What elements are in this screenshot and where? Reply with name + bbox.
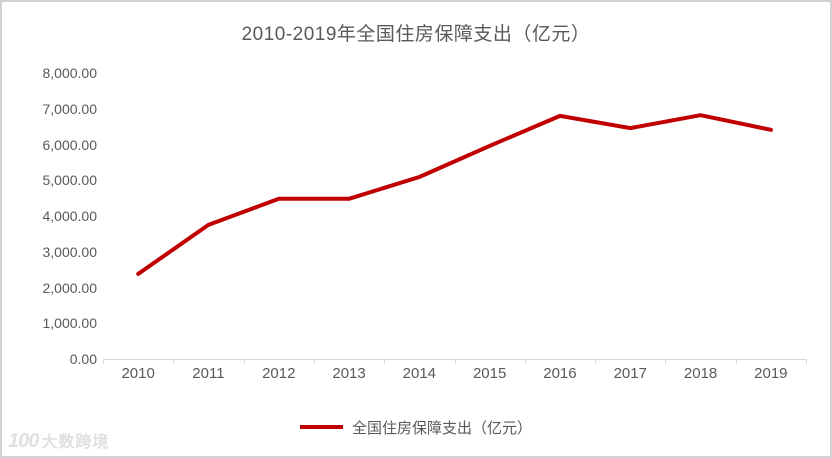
x-axis-tick-mark xyxy=(806,359,807,364)
x-tick-label: 2013 xyxy=(332,365,366,382)
x-tick-label: 2015 xyxy=(472,365,507,382)
watermark-text: 大数跨境 xyxy=(41,434,110,451)
y-tick-label: 1,000.00 xyxy=(42,315,98,332)
x-axis-tick-mark xyxy=(665,359,667,364)
x-axis-tick-mark xyxy=(384,359,386,364)
y-tick-label: 2,000.00 xyxy=(42,279,98,296)
legend-line-swatch xyxy=(299,425,343,429)
watermark-logo-icon: 100 xyxy=(8,430,39,452)
y-tick-label: 4,000.00 xyxy=(42,208,98,224)
x-tick-label: 2017 xyxy=(613,365,647,382)
y-tick-label: 7,000.00 xyxy=(42,100,98,117)
y-tick-label: 0.00 xyxy=(69,351,97,367)
x-axis-tick-mark xyxy=(173,359,175,364)
x-tick-label: 2014 xyxy=(402,365,437,382)
x-axis-tick-mark xyxy=(735,359,737,364)
x-tick-label: 2016 xyxy=(543,365,577,382)
y-tick-label: 6,000.00 xyxy=(42,136,98,153)
x-tick-label: 2010 xyxy=(121,365,155,382)
y-tick-label: 8,000.00 xyxy=(42,65,98,81)
legend-label: 全国住房保障支出（亿元） xyxy=(351,419,532,437)
x-axis-tick-mark xyxy=(454,359,456,364)
y-tick-label: 3,000.00 xyxy=(42,243,98,260)
x-axis-tick-mark xyxy=(103,359,104,364)
x-tick-label: 2018 xyxy=(683,365,718,382)
x-tick-label: 2019 xyxy=(754,365,788,382)
x-tick-label: 2012 xyxy=(262,365,296,382)
x-axis-tick-mark xyxy=(595,359,597,364)
x-axis-tick-mark xyxy=(243,359,245,364)
y-tick-label: 5,000.00 xyxy=(42,172,98,189)
x-axis-tick-mark xyxy=(524,359,526,364)
series-line xyxy=(136,113,773,276)
x-tick-label: 2011 xyxy=(192,365,225,382)
chart-title: 2010-2019年全国住房保障支出（亿元） xyxy=(241,24,591,45)
x-axis-tick-mark xyxy=(313,359,315,364)
watermark: 100 大数跨境 xyxy=(8,428,109,453)
legend: 全国住房保障支出（亿元） xyxy=(2,417,830,437)
